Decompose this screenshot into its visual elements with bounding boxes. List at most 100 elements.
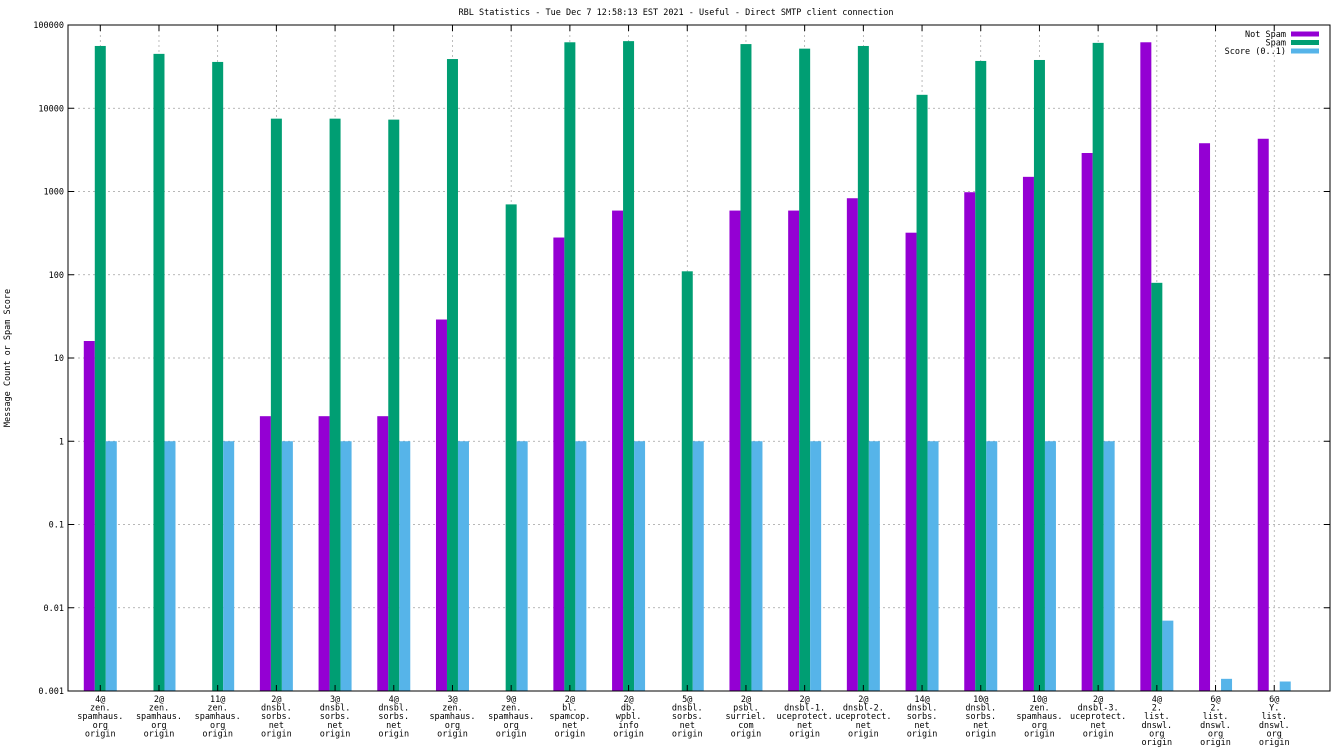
x-tick-label-line: 10@ [1032,695,1047,705]
x-tick-label: 2@ psbl. surriel. com origin [725,695,766,739]
bar-not-spam [318,416,330,691]
x-tick-label-line: 2@ [271,695,281,705]
bar-score-0-1 [223,441,235,691]
x-tick-label-line: 2. [1210,704,1220,714]
x-tick-label-line: sorbs. [320,712,351,722]
x-tick-label-line: 9@ [506,695,516,705]
x-tick-label-line: 6@ [1269,695,1279,705]
x-tick-label-line: surriel. [725,712,766,722]
chart-title: RBL Statistics - Tue Dec 7 12:58:13 EST … [459,8,894,18]
legend-label: Score (0..1) [1225,47,1286,57]
bar-not-spam [1081,153,1093,691]
bar-not-spam [259,416,271,691]
legend-swatch [1291,48,1319,54]
bar-score-0-1 [692,441,704,691]
x-tick-label-line: origin [320,729,351,739]
x-tick-label-line: psbl. [733,704,759,714]
x-tick-label: 2@ dnsbl-2. uceprotect. net origin [835,695,891,739]
x-tick-label-line: 3@ [330,695,340,705]
x-tick-label-line: origin [555,729,586,739]
x-tick-label-line: dnswl. [1200,721,1231,731]
bar-not-spam [553,237,565,691]
x-tick-label-line: origin [1141,738,1172,748]
bar-score-0-1 [105,441,117,691]
x-tick-label-line: 2@ [154,695,164,705]
x-tick-label-line: dnsbl. [672,704,703,714]
x-tick-label-line: uceprotect. [777,712,833,722]
x-tick-label-line: info [618,721,638,731]
x-tick-label-line: org [1149,729,1164,739]
x-tick-label-line: spamhaus. [195,712,241,722]
x-tick-label: 3@ zen. spamhaus. org origin [429,695,475,739]
x-tick-label-line: 10@ [973,695,988,705]
bar-spam [94,45,106,691]
x-tick-label-line: origin [1259,738,1290,748]
y-tick-label: 0.01 [44,604,64,614]
x-tick-label-line: net [680,721,695,731]
bar-not-spam [83,341,95,691]
x-tick-label-line: dnsbl. [378,704,409,714]
bar-score-0-1 [399,441,411,691]
bar-score-0-1 [1221,678,1233,691]
y-tick-label: 100000 [33,21,64,31]
x-tick-label-line: 4@ [1152,695,1162,705]
x-tick-label-line: org [445,721,460,731]
bar-not-spam [1199,143,1211,691]
bar-spam [681,271,693,691]
x-tick-label: 10@ dnsbl. sorbs. net origin [965,695,996,739]
bar-spam [799,48,811,692]
x-tick-label-line: net [856,721,871,731]
bar-score-0-1 [1279,681,1291,691]
x-tick-label-line: origin [378,729,409,739]
x-tick-label-line: dnsbl-3. [1078,704,1119,714]
x-tick-label-line: sorbs. [907,712,938,722]
x-tick-label-line: origin [1083,729,1114,739]
y-axis-label: Message Count or Spam Score [3,289,13,427]
x-tick-label: 3@ dnsbl. sorbs. net origin [320,695,351,739]
bar-score-0-1 [281,441,293,691]
x-tick-label: 11@ zen. spamhaus. org origin [195,695,241,739]
x-tick-label-line: dnsbl. [965,704,996,714]
x-tick-label: 4@ zen. spamhaus. org origin [77,695,123,739]
x-tick-label-line: list. [1261,712,1287,722]
y-tick-label: 10000 [38,104,64,114]
x-tick-label-line: bl. [562,704,577,714]
x-tick-label-line: net [1090,721,1105,731]
x-tick-label-line: org [93,721,108,731]
x-tick-label-line: 2. [1152,704,1162,714]
x-tick-label-line: origin [496,729,527,739]
bar-not-spam [435,319,447,691]
bars-layer [83,41,1291,692]
legend-swatch [1291,40,1319,45]
x-tick-label-line: spamcop. [549,712,590,722]
x-tick-label: 10@ zen. spamhaus. org origin [1016,695,1062,739]
bar-not-spam [964,192,976,692]
x-tick-label-line: 2@ [858,695,868,705]
x-tick-label-line: Y. [1269,704,1279,714]
x-tick-label-line: origin [965,729,996,739]
x-tick-label-line: org [1208,729,1223,739]
x-tick-label-line: list. [1203,712,1229,722]
x-tick-label-line: 5@ [682,695,692,705]
x-tick-label-line: origin [848,729,879,739]
bar-spam [740,44,752,692]
x-tick-label-line: net [386,721,401,731]
bar-not-spam [788,210,800,691]
x-tick-label-line: origin [144,729,175,739]
x-tick-label: 2@ db. wpbl. info origin [613,695,644,739]
x-tick-label-line: 2@ [741,695,751,705]
x-tick-label-line: origin [1024,729,1055,739]
x-tick-label-line: net [973,721,988,731]
x-tick-label-line: net [797,721,812,731]
x-tick-label-line: 2@ [1093,695,1103,705]
x-tick-label-line: zen. [149,704,169,714]
bar-spam [446,59,458,691]
x-tick-label-line: wpbl. [616,712,642,722]
bar-spam [505,204,517,692]
x-tick-label-line: db. [621,704,636,714]
bar-spam [975,60,987,691]
x-tick-label-line: spamhaus. [429,712,475,722]
x-tick-label: 2@ dnsbl. sorbs. net origin [261,695,292,739]
x-tick-label-line: sorbs. [378,712,409,722]
